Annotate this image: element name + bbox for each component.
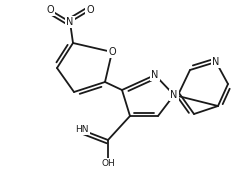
Text: O: O <box>86 5 94 15</box>
Text: O: O <box>46 5 54 15</box>
Text: O: O <box>108 47 116 57</box>
Text: HN: HN <box>75 125 89 135</box>
Text: OH: OH <box>101 159 115 167</box>
Text: N: N <box>66 17 74 27</box>
Text: N: N <box>151 70 159 80</box>
Text: N: N <box>212 57 220 67</box>
Text: N: N <box>170 90 178 100</box>
